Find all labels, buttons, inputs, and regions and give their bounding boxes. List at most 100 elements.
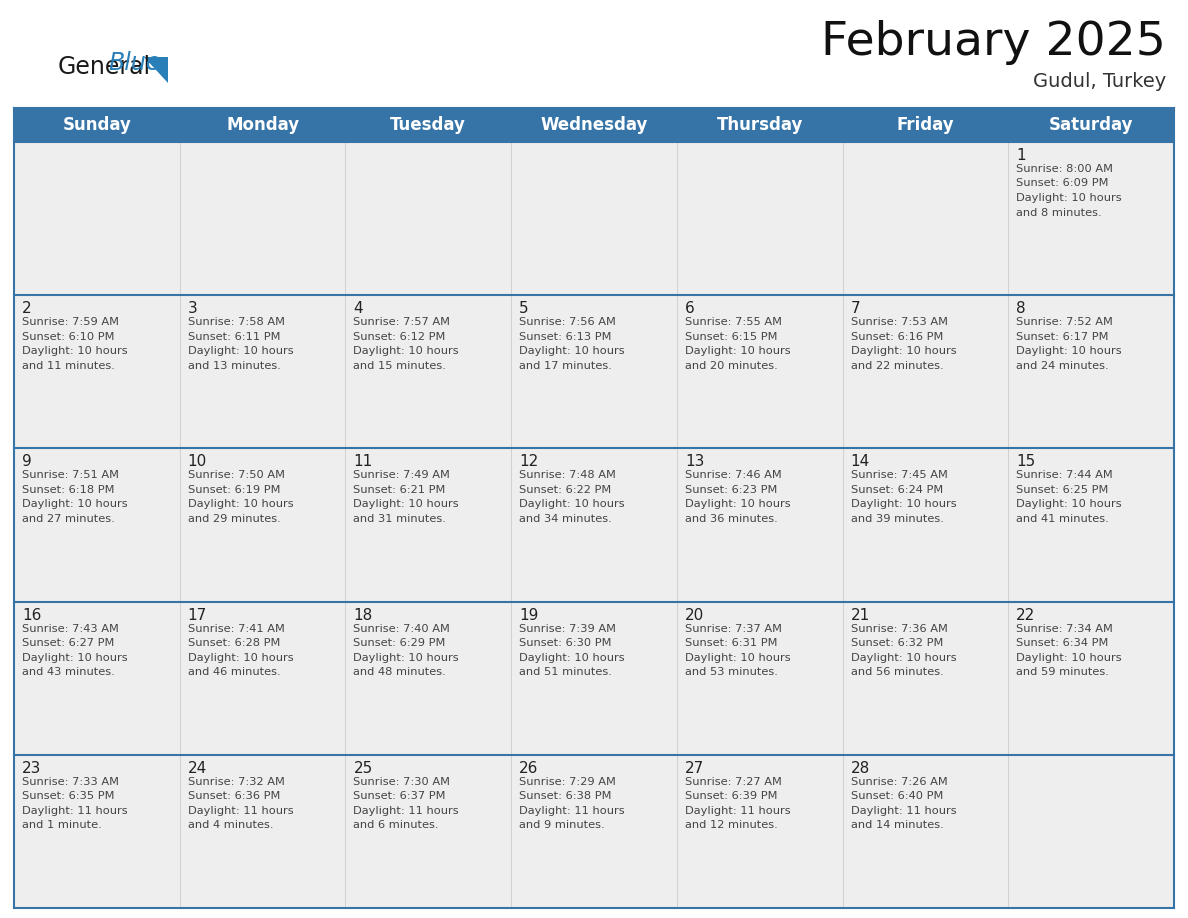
Polygon shape [144, 57, 168, 83]
Text: Sunrise: 8:00 AM: Sunrise: 8:00 AM [1016, 164, 1113, 174]
Text: and 59 minutes.: and 59 minutes. [1016, 667, 1110, 677]
Text: 17: 17 [188, 608, 207, 622]
Text: Daylight: 11 hours: Daylight: 11 hours [23, 806, 127, 816]
Text: Sunset: 6:37 PM: Sunset: 6:37 PM [353, 791, 446, 801]
Text: Sunrise: 7:57 AM: Sunrise: 7:57 AM [353, 318, 450, 327]
Text: 22: 22 [1016, 608, 1036, 622]
Text: Sunset: 6:22 PM: Sunset: 6:22 PM [519, 485, 612, 495]
Text: Sunset: 6:17 PM: Sunset: 6:17 PM [1016, 331, 1108, 341]
Text: Thursday: Thursday [716, 116, 803, 134]
Text: Blue: Blue [108, 51, 160, 75]
Text: 16: 16 [23, 608, 42, 622]
Text: and 12 minutes.: and 12 minutes. [684, 821, 778, 830]
Text: and 39 minutes.: and 39 minutes. [851, 514, 943, 524]
Text: Sunrise: 7:37 AM: Sunrise: 7:37 AM [684, 623, 782, 633]
Text: Sunset: 6:34 PM: Sunset: 6:34 PM [1016, 638, 1108, 648]
Text: Gudul, Turkey: Gudul, Turkey [1032, 72, 1165, 91]
Text: Daylight: 11 hours: Daylight: 11 hours [519, 806, 625, 816]
Text: Daylight: 10 hours: Daylight: 10 hours [23, 653, 127, 663]
Text: 8: 8 [1016, 301, 1026, 316]
Text: Sunset: 6:23 PM: Sunset: 6:23 PM [684, 485, 777, 495]
Text: February 2025: February 2025 [821, 20, 1165, 65]
Text: Sunrise: 7:36 AM: Sunrise: 7:36 AM [851, 623, 948, 633]
Text: 3: 3 [188, 301, 197, 316]
Bar [14, 296, 1174, 448]
Text: Sunrise: 7:29 AM: Sunrise: 7:29 AM [519, 777, 617, 787]
Text: Daylight: 10 hours: Daylight: 10 hours [684, 499, 790, 509]
Text: Daylight: 10 hours: Daylight: 10 hours [519, 499, 625, 509]
Text: Sunset: 6:12 PM: Sunset: 6:12 PM [353, 331, 446, 341]
Text: 20: 20 [684, 608, 704, 622]
Text: 24: 24 [188, 761, 207, 776]
Text: and 6 minutes.: and 6 minutes. [353, 821, 438, 830]
Text: 18: 18 [353, 608, 373, 622]
Text: and 56 minutes.: and 56 minutes. [851, 667, 943, 677]
Text: Sunset: 6:16 PM: Sunset: 6:16 PM [851, 331, 943, 341]
Text: and 15 minutes.: and 15 minutes. [353, 361, 447, 371]
Text: and 41 minutes.: and 41 minutes. [1016, 514, 1110, 524]
Text: Sunrise: 7:53 AM: Sunrise: 7:53 AM [851, 318, 948, 327]
Text: and 29 minutes.: and 29 minutes. [188, 514, 280, 524]
Text: 9: 9 [23, 454, 32, 469]
Text: Tuesday: Tuesday [391, 116, 466, 134]
Text: Sunrise: 7:58 AM: Sunrise: 7:58 AM [188, 318, 285, 327]
Text: Sunday: Sunday [63, 116, 132, 134]
Text: Daylight: 11 hours: Daylight: 11 hours [684, 806, 790, 816]
Text: Sunrise: 7:56 AM: Sunrise: 7:56 AM [519, 318, 617, 327]
Text: Sunset: 6:30 PM: Sunset: 6:30 PM [519, 638, 612, 648]
Text: and 43 minutes.: and 43 minutes. [23, 667, 115, 677]
Text: Daylight: 10 hours: Daylight: 10 hours [353, 499, 459, 509]
Text: Daylight: 10 hours: Daylight: 10 hours [1016, 193, 1121, 203]
Text: Sunrise: 7:30 AM: Sunrise: 7:30 AM [353, 777, 450, 787]
Text: Sunset: 6:13 PM: Sunset: 6:13 PM [519, 331, 612, 341]
Text: 14: 14 [851, 454, 870, 469]
Text: Sunrise: 7:32 AM: Sunrise: 7:32 AM [188, 777, 285, 787]
Text: Daylight: 10 hours: Daylight: 10 hours [188, 499, 293, 509]
Text: Sunrise: 7:26 AM: Sunrise: 7:26 AM [851, 777, 947, 787]
Text: Sunset: 6:15 PM: Sunset: 6:15 PM [684, 331, 777, 341]
Text: Daylight: 10 hours: Daylight: 10 hours [851, 499, 956, 509]
Text: and 22 minutes.: and 22 minutes. [851, 361, 943, 371]
Bar [14, 108, 1174, 142]
Text: 21: 21 [851, 608, 870, 622]
Text: and 13 minutes.: and 13 minutes. [188, 361, 280, 371]
Text: Sunset: 6:38 PM: Sunset: 6:38 PM [519, 791, 612, 801]
Text: and 31 minutes.: and 31 minutes. [353, 514, 447, 524]
Text: Sunset: 6:36 PM: Sunset: 6:36 PM [188, 791, 280, 801]
Text: Sunrise: 7:43 AM: Sunrise: 7:43 AM [23, 623, 119, 633]
Text: Daylight: 11 hours: Daylight: 11 hours [188, 806, 293, 816]
Text: Sunrise: 7:50 AM: Sunrise: 7:50 AM [188, 470, 285, 480]
Text: 27: 27 [684, 761, 704, 776]
Text: and 51 minutes.: and 51 minutes. [519, 667, 612, 677]
Text: Daylight: 10 hours: Daylight: 10 hours [1016, 346, 1121, 356]
Text: Wednesday: Wednesday [541, 116, 647, 134]
Text: Sunrise: 7:49 AM: Sunrise: 7:49 AM [353, 470, 450, 480]
Text: Sunrise: 7:41 AM: Sunrise: 7:41 AM [188, 623, 285, 633]
Text: Daylight: 10 hours: Daylight: 10 hours [519, 346, 625, 356]
Bar [14, 448, 1174, 601]
Text: 6: 6 [684, 301, 695, 316]
Text: 1: 1 [1016, 148, 1026, 163]
Text: 12: 12 [519, 454, 538, 469]
Text: Sunset: 6:27 PM: Sunset: 6:27 PM [23, 638, 114, 648]
Bar [14, 755, 1174, 908]
Text: Sunset: 6:11 PM: Sunset: 6:11 PM [188, 331, 280, 341]
Text: Daylight: 11 hours: Daylight: 11 hours [353, 806, 459, 816]
Text: and 8 minutes.: and 8 minutes. [1016, 207, 1102, 218]
Text: 4: 4 [353, 301, 364, 316]
Text: and 48 minutes.: and 48 minutes. [353, 667, 447, 677]
Text: Sunset: 6:31 PM: Sunset: 6:31 PM [684, 638, 777, 648]
Text: Saturday: Saturday [1049, 116, 1133, 134]
Text: Sunrise: 7:33 AM: Sunrise: 7:33 AM [23, 777, 119, 787]
Text: Sunset: 6:39 PM: Sunset: 6:39 PM [684, 791, 777, 801]
Text: Daylight: 10 hours: Daylight: 10 hours [23, 346, 127, 356]
Text: Sunrise: 7:52 AM: Sunrise: 7:52 AM [1016, 318, 1113, 327]
Text: General: General [58, 55, 151, 79]
Text: 23: 23 [23, 761, 42, 776]
Text: Sunrise: 7:59 AM: Sunrise: 7:59 AM [23, 318, 119, 327]
Text: Sunset: 6:25 PM: Sunset: 6:25 PM [1016, 485, 1108, 495]
Text: Sunset: 6:10 PM: Sunset: 6:10 PM [23, 331, 114, 341]
Text: Daylight: 10 hours: Daylight: 10 hours [851, 653, 956, 663]
Text: Sunset: 6:40 PM: Sunset: 6:40 PM [851, 791, 943, 801]
Text: Daylight: 11 hours: Daylight: 11 hours [851, 806, 956, 816]
